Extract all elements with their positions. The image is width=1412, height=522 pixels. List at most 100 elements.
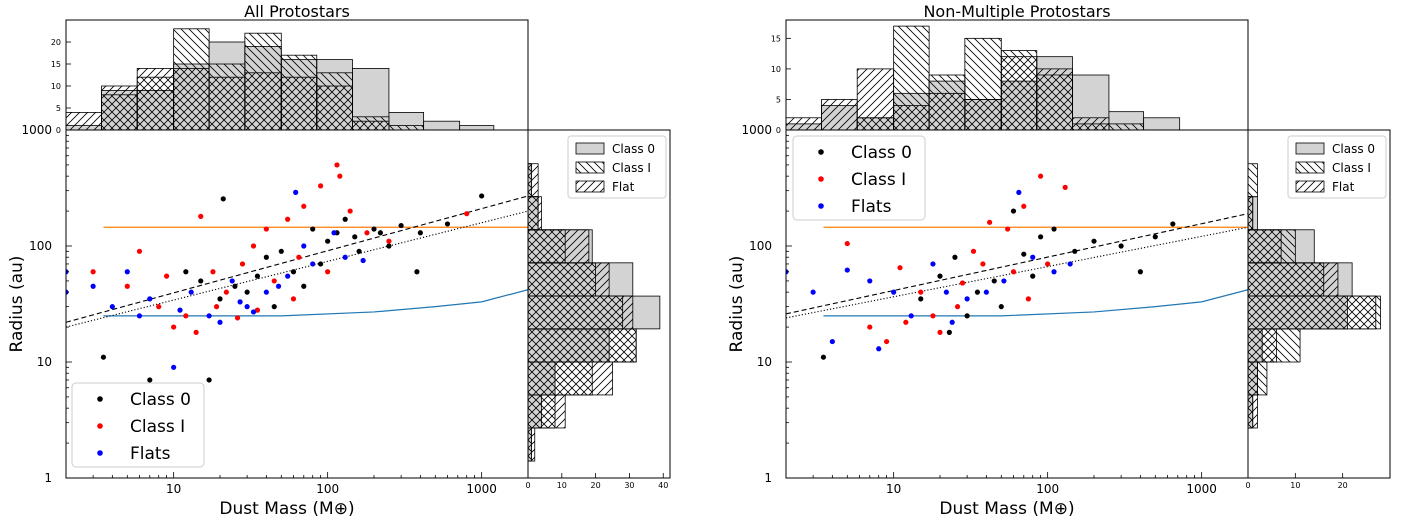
x-tick-label: 100 (1036, 482, 1059, 496)
hist-legend-flat-swatch (1295, 180, 1325, 193)
hist-legend-class0-swatch (1295, 142, 1325, 155)
scatter-point (918, 289, 924, 295)
scatter-legend-classI-marker (818, 176, 824, 182)
hist-right-flat-bar (527, 163, 539, 198)
scatter-point (479, 193, 485, 199)
right-hist-xtick-label: 20 (1338, 481, 1348, 490)
scatter-point (883, 338, 890, 345)
scatter-point (844, 267, 850, 273)
scatter-point (1025, 296, 1032, 302)
scatter-point (1062, 184, 1068, 191)
hist-top-class0-bar (1143, 117, 1181, 131)
scatter-point (290, 296, 297, 302)
scatter-point (1030, 254, 1036, 260)
scatter-point (147, 296, 153, 302)
scatter-point (223, 289, 229, 295)
scatter-point (891, 289, 897, 295)
scatter-point (198, 213, 204, 219)
scatter-point (217, 319, 223, 325)
hist-right-flat-bar (527, 427, 536, 462)
top-hist-ytick-label: 15 (51, 60, 61, 69)
scatter-point (952, 254, 958, 260)
x-tick-label: 100 (316, 482, 339, 496)
scatter-point (998, 304, 1004, 310)
scatter-point (386, 238, 392, 244)
hist-top-flat-bar (173, 68, 210, 131)
scatter-point (109, 304, 115, 310)
scatter-point (278, 248, 284, 254)
hist-legend-flat-label: Flat (612, 180, 635, 194)
scatter-point (342, 254, 348, 260)
y-tick-label: 1000 (21, 123, 52, 137)
scatter-point (352, 234, 358, 240)
hist-top-flat-bar (821, 99, 858, 131)
scatter-point (100, 354, 107, 360)
scatter-point (377, 230, 383, 236)
y-tick-label: 100 (749, 239, 772, 253)
scatter-legend-class0-label: Class 0 (851, 143, 912, 163)
scatter-point (991, 278, 997, 284)
hist-top-flat-bar (785, 117, 822, 131)
scatter-point (317, 183, 324, 189)
hist-right-flat-bar (527, 196, 542, 231)
y-tick-label: 1000 (741, 123, 772, 137)
scatter-point (974, 289, 981, 295)
scatter-point (949, 319, 955, 325)
series-class0 (820, 208, 1176, 360)
chart-panel-2: Non-Multiple Protostars 0 5 10 15 0 10 20 Class … (727, 2, 1391, 519)
scatter-point (301, 283, 307, 289)
right-hist-xtick-label: 0 (525, 481, 530, 490)
hist-top-flat-bar (136, 68, 175, 131)
scatter-point (90, 269, 96, 275)
x-tick-label: 1000 (466, 482, 497, 496)
scatter-point (206, 377, 212, 383)
scatter-point (908, 313, 914, 319)
scatter-point (1010, 269, 1017, 275)
scatter-point (210, 269, 216, 275)
scatter-point (820, 354, 827, 360)
hist-top-flat-bar (893, 105, 930, 131)
scatter-point (156, 304, 162, 310)
scatter-point (163, 273, 170, 279)
hist-top-classI-bar (1108, 123, 1145, 131)
scatter-point (213, 304, 220, 310)
series-class0 (100, 193, 485, 383)
hist-top-flat-bar (65, 112, 102, 131)
chart-title: Non-Multiple Protostars (923, 2, 1110, 21)
scatter-point (271, 278, 277, 284)
scatter-point (136, 313, 143, 319)
line-dotted (66, 210, 528, 328)
hist-top-flat-bar (101, 85, 138, 131)
scatter-point (386, 243, 392, 249)
scatter-point (285, 216, 291, 222)
hist-legend-class0-swatch (575, 142, 605, 155)
x-tick-label: 10 (166, 482, 181, 496)
hist-right-classI-bar (1247, 163, 1258, 198)
scatter-point (124, 283, 130, 289)
scatter-legend-flats-marker (97, 450, 103, 456)
scatter-legend-class0-marker (97, 396, 103, 402)
hist-right-flat-bar (527, 229, 590, 264)
scatter-point (1045, 261, 1051, 267)
hist-legend-classI-label: Class I (612, 161, 651, 175)
scatter-point (1016, 189, 1022, 195)
scatter-point (1072, 248, 1078, 254)
scatter-point (918, 296, 924, 302)
scatter-point (263, 226, 269, 232)
scatter-point (331, 230, 337, 236)
scatter-point (364, 230, 370, 236)
right-hist-xtick-label: 10 (1290, 481, 1300, 490)
hist-top-flat-bar (280, 76, 318, 131)
hist-legend: Class 0 Class I Flat (567, 135, 667, 199)
scatter-legend-flats-marker (818, 203, 824, 209)
scatter-point (983, 289, 989, 295)
right-hist-xtick-label: 20 (591, 481, 601, 490)
series-flats (786, 189, 1073, 352)
hist-right-flat-bar (1247, 229, 1282, 264)
x-axis-label: Dust Mass (M⊕) (219, 499, 354, 519)
scatter-legend-box (71, 382, 205, 468)
scatter-point (417, 230, 423, 236)
hist-legend-flat-label: Flat (1332, 180, 1355, 194)
y-tick-label: 1 (764, 471, 772, 485)
scatter-point (285, 273, 291, 279)
